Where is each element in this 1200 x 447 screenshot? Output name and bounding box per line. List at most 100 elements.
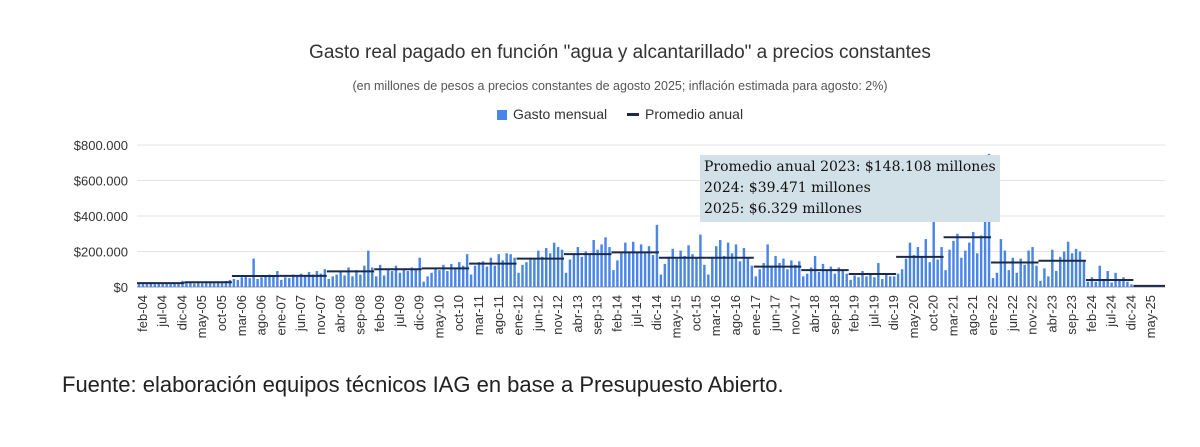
bar-gasto-mensual bbox=[410, 267, 414, 287]
bar-gasto-mensual bbox=[588, 253, 591, 287]
bar-gasto-mensual bbox=[287, 278, 291, 287]
bar-gasto-mensual bbox=[857, 277, 860, 287]
bar-gasto-mensual bbox=[197, 282, 200, 287]
bar-gasto-mensual bbox=[647, 246, 651, 287]
chart-title: Gasto real pagado en función "agua y alc… bbox=[309, 42, 931, 63]
x-tick-label: feb-14 bbox=[609, 295, 624, 332]
bar-gasto-mensual bbox=[916, 247, 920, 287]
bar-gasto-mensual bbox=[628, 251, 631, 287]
bar-gasto-mensual bbox=[675, 258, 678, 287]
bar-gasto-mensual bbox=[1090, 277, 1094, 287]
bar-gasto-mensual bbox=[631, 241, 635, 287]
bar-gasto-mensual bbox=[153, 284, 157, 287]
x-tick-label: nov-22 bbox=[1025, 295, 1040, 335]
bar-gasto-mensual bbox=[359, 274, 362, 287]
bar-gasto-mensual bbox=[726, 242, 730, 287]
bar-gasto-mensual bbox=[750, 265, 754, 287]
bar-gasto-mensual bbox=[948, 249, 951, 287]
x-tick-label: abr-13 bbox=[570, 295, 585, 333]
x-tick-label: nov-17 bbox=[787, 295, 802, 335]
bar-gasto-mensual bbox=[382, 275, 386, 287]
bar-gasto-mensual bbox=[1094, 281, 1098, 287]
bar-gasto-mensual bbox=[576, 247, 580, 287]
bar-gasto-mensual bbox=[604, 237, 607, 287]
x-tick-label: jul-04 bbox=[155, 295, 170, 328]
bar-gasto-mensual bbox=[758, 269, 761, 287]
bar-gasto-mensual bbox=[568, 259, 572, 287]
x-tick-label: ene-12 bbox=[511, 295, 526, 335]
bar-gasto-mensual bbox=[612, 270, 615, 287]
x-tick-label: oct-20 bbox=[926, 295, 941, 331]
bar-gasto-mensual bbox=[1118, 280, 1121, 287]
bar-gasto-mensual bbox=[295, 276, 299, 287]
bar-gasto-mensual bbox=[185, 283, 188, 287]
bar-gasto-mensual bbox=[367, 250, 370, 287]
bar-gasto-mensual bbox=[861, 271, 864, 287]
bar-gasto-mensual bbox=[964, 250, 967, 287]
bar-gasto-mensual bbox=[620, 253, 623, 287]
bar-gasto-mensual bbox=[908, 242, 912, 287]
bar-gasto-mensual bbox=[960, 257, 963, 287]
bar-gasto-mensual bbox=[1102, 279, 1105, 287]
bar-gasto-mensual bbox=[1122, 277, 1125, 287]
bar-gasto-mensual bbox=[845, 273, 848, 287]
bar-gasto-mensual bbox=[264, 276, 267, 287]
x-tick-label: ene-22 bbox=[985, 295, 1000, 335]
bar-gasto-mensual bbox=[869, 273, 872, 287]
bar-gasto-mensual bbox=[782, 258, 785, 287]
y-tick-label: $400.000 bbox=[74, 209, 128, 224]
bar-gasto-mensual bbox=[655, 224, 659, 287]
bar-gasto-mensual bbox=[584, 251, 587, 287]
bar-gasto-mensual bbox=[454, 268, 457, 287]
bar-gasto-mensual bbox=[517, 272, 520, 287]
bar-gasto-mensual bbox=[461, 265, 465, 287]
bar-gasto-mensual bbox=[813, 255, 817, 287]
x-tick-label: abr-08 bbox=[333, 295, 348, 333]
x-tick-label: abr-18 bbox=[807, 295, 822, 333]
bar-gasto-mensual bbox=[805, 273, 809, 287]
bar-gasto-mensual bbox=[564, 272, 568, 287]
bar-gasto-mensual bbox=[173, 283, 176, 287]
bar-gasto-mensual bbox=[635, 251, 639, 287]
bar-gasto-mensual bbox=[746, 258, 750, 287]
x-tick-label: ago-06 bbox=[254, 295, 269, 335]
bar-gasto-mensual bbox=[1051, 249, 1054, 287]
bar-gasto-mensual bbox=[501, 260, 504, 287]
bar-gasto-mensual bbox=[1011, 257, 1015, 287]
bar-gasto-mensual bbox=[248, 278, 251, 287]
bar-gasto-mensual bbox=[580, 256, 584, 287]
bar-gasto-mensual bbox=[473, 265, 477, 287]
bar-gasto-mensual bbox=[865, 276, 868, 287]
bar-gasto-mensual bbox=[639, 244, 643, 287]
bar-gasto-mensual bbox=[216, 282, 220, 287]
bar-gasto-mensual bbox=[616, 260, 619, 287]
bar-gasto-mensual bbox=[853, 275, 856, 287]
bar-gasto-mensual bbox=[833, 273, 837, 287]
x-tick-label: jul-19 bbox=[866, 295, 881, 328]
bar-gasto-mensual bbox=[920, 256, 924, 287]
bar-gasto-mensual bbox=[402, 268, 406, 287]
bar-gasto-mensual bbox=[671, 248, 674, 287]
bar-gasto-mensual bbox=[1058, 256, 1062, 287]
bar-gasto-mensual bbox=[1039, 280, 1042, 287]
x-tick-label: sep-08 bbox=[352, 295, 367, 335]
bar-gasto-mensual bbox=[809, 267, 813, 287]
x-tick-label: dic-24 bbox=[1123, 295, 1138, 330]
bar-gasto-mensual bbox=[390, 271, 394, 287]
bar-gasto-mensual bbox=[742, 247, 746, 287]
bar-gasto-mensual bbox=[212, 281, 216, 287]
bar-gasto-mensual bbox=[801, 276, 805, 287]
bar-gasto-mensual bbox=[204, 282, 208, 287]
bar-gasto-mensual bbox=[193, 283, 196, 287]
x-tick-label: abr-23 bbox=[1044, 295, 1059, 333]
x-tick-label: mar-06 bbox=[234, 295, 249, 336]
x-tick-label: ene-07 bbox=[273, 295, 288, 335]
bar-gasto-mensual bbox=[544, 247, 548, 287]
bar-gasto-mensual bbox=[284, 277, 287, 287]
bar-gasto-mensual bbox=[837, 267, 841, 287]
bar-gasto-mensual bbox=[1027, 250, 1030, 287]
bar-gasto-mensual bbox=[695, 257, 698, 287]
bar-gasto-mensual bbox=[386, 270, 390, 287]
bar-gasto-mensual bbox=[1047, 276, 1050, 287]
bar-gasto-mensual bbox=[825, 271, 829, 287]
